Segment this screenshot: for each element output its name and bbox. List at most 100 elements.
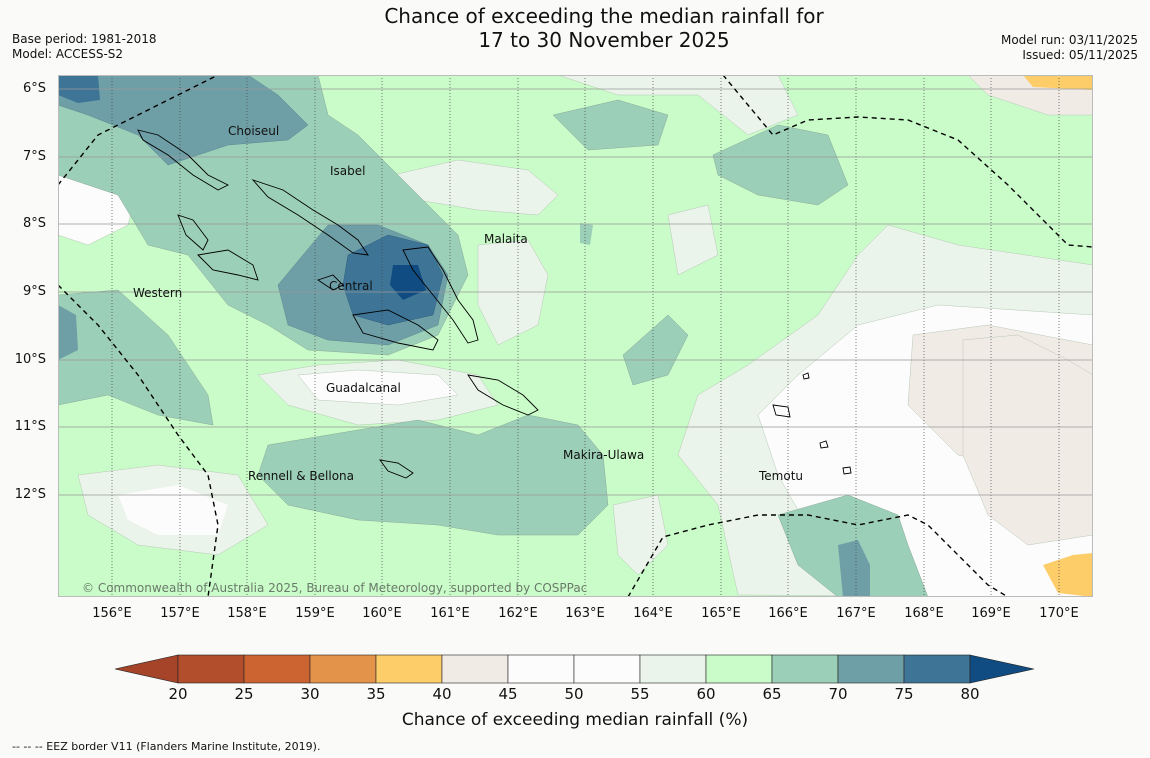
contour-65-makira	[257, 414, 609, 536]
island-rennell	[378, 459, 414, 479]
lon-label: 168°E	[904, 606, 944, 621]
colorbar-extend-low	[114, 654, 179, 684]
colorbar-tick: 65	[762, 685, 782, 703]
lat-label: 11°S	[14, 419, 46, 434]
contour-45-southeast	[962, 334, 1093, 546]
contour-70-north	[58, 75, 309, 166]
colorbar-label: Chance of exceeding median rainfall (%)	[401, 710, 749, 730]
contour-60-south	[612, 494, 669, 576]
model-run: Model run: 03/11/2025	[1000, 33, 1138, 47]
island-outlines	[137, 129, 852, 479]
contour-60-isabel	[392, 159, 559, 216]
colorbar-cell	[573, 654, 641, 684]
lon-label: 166°E	[768, 606, 808, 621]
island-small-2	[842, 466, 852, 475]
copyright-notice: © Commonwealth of Australia 2025, Bureau…	[82, 581, 588, 595]
colorbar	[114, 654, 1035, 684]
contour-60-north	[557, 75, 799, 136]
colorbar-cell	[441, 654, 509, 684]
colorbar-cell	[639, 654, 707, 684]
island-new-georgia	[177, 214, 209, 251]
map-frame	[58, 75, 1093, 597]
lon-label: 156°E	[92, 606, 132, 621]
lon-label: 167°E	[836, 606, 876, 621]
island-malaita	[402, 246, 479, 344]
lon-label: 159°E	[295, 606, 335, 621]
lon-label: 157°E	[160, 606, 200, 621]
colorbar-cell	[309, 654, 377, 684]
colorbar-cell	[375, 654, 443, 684]
contour-40-ne	[1023, 75, 1093, 90]
lat-label: 7°S	[22, 149, 46, 164]
label-central: Central	[329, 279, 373, 293]
contour-65-north	[552, 99, 669, 151]
colorbar-cell	[837, 654, 905, 684]
lon-label: 163°E	[565, 606, 605, 621]
contour-40-se	[1043, 553, 1093, 597]
island-santa-cruz	[772, 404, 791, 418]
lon-label: 158°E	[227, 606, 267, 621]
colorbar-tick: 70	[828, 685, 848, 703]
island-small-3	[802, 372, 810, 380]
contour-70-west-edge	[58, 305, 78, 360]
colorbar-cell	[507, 654, 575, 684]
contour-55-southwest	[118, 485, 228, 535]
lon-label: 170°E	[1039, 606, 1079, 621]
eez-border-northeast	[722, 75, 1093, 248]
colorbar-tick: 80	[960, 685, 980, 703]
lon-label: 161°E	[430, 606, 470, 621]
colorbar-tick: 20	[168, 685, 188, 703]
parallel-gridlines	[58, 88, 1093, 496]
eez-border-west	[58, 284, 219, 597]
label-malaita: Malaita	[484, 232, 528, 246]
contour-60-central	[667, 204, 719, 276]
meridian-gridlines	[111, 75, 1060, 597]
island-small-1	[819, 440, 829, 449]
issued-date: Issued: 05/11/2025	[1022, 48, 1138, 62]
base-period: Base period: 1981-2018	[12, 32, 157, 46]
lon-label: 165°E	[701, 606, 741, 621]
label-temotu: Temotu	[759, 469, 804, 483]
contour-65-east-patch	[622, 314, 689, 386]
contour-60-malaita	[477, 239, 549, 346]
island-choiseul	[137, 129, 230, 191]
label-choiseul: Choiseul	[228, 124, 280, 138]
label-rennell-bellona: Rennell & Bellona	[248, 469, 355, 483]
model-name: Model: ACCESS-S2	[12, 47, 124, 61]
eez-footnote: -- -- -- EEZ border V11 (Flanders Marine…	[12, 740, 321, 753]
lat-label: 12°S	[14, 487, 46, 502]
colorbar-tick: 75	[894, 685, 914, 703]
contour-65-northeast	[712, 124, 849, 206]
island-makira	[467, 374, 539, 416]
colorbar-tick: 35	[366, 685, 386, 703]
eez-border-lines	[58, 75, 1093, 597]
colorbar-cell	[903, 654, 971, 684]
contour-80-central	[390, 265, 426, 300]
colorbar-tick: 50	[564, 685, 584, 703]
colorbar-tick: 55	[630, 685, 650, 703]
lat-label: 9°S	[22, 284, 46, 299]
label-makira-ulawa: Makira-Ulawa	[563, 448, 645, 462]
colorbar-cell	[243, 654, 311, 684]
colorbar-tick: 40	[432, 685, 452, 703]
title-line1: Chance of exceeding the median rainfall …	[384, 4, 824, 28]
lon-label: 162°E	[498, 606, 538, 621]
colorbar-cell	[177, 654, 245, 684]
colorbar-cell	[705, 654, 773, 684]
lon-label: 169°E	[971, 606, 1011, 621]
colorbar-tick: 45	[498, 685, 518, 703]
island-isabel	[251, 179, 369, 256]
contour-55-guadalcanal	[297, 369, 459, 406]
island-guadalcanal	[352, 309, 439, 351]
title-line2: 17 to 30 November 2025	[478, 28, 730, 52]
colorbar-cell	[771, 654, 839, 684]
eez-border-southeast	[627, 514, 1009, 597]
colorbar-extend-high	[969, 654, 1035, 684]
island-savo	[316, 274, 344, 291]
label-western: Western	[133, 286, 183, 300]
lat-label: 8°S	[22, 216, 46, 231]
colorbar-tick: 30	[300, 685, 320, 703]
island-western-group	[197, 249, 259, 281]
rainfall-map	[58, 75, 1093, 597]
label-isabel: Isabel	[330, 164, 366, 178]
